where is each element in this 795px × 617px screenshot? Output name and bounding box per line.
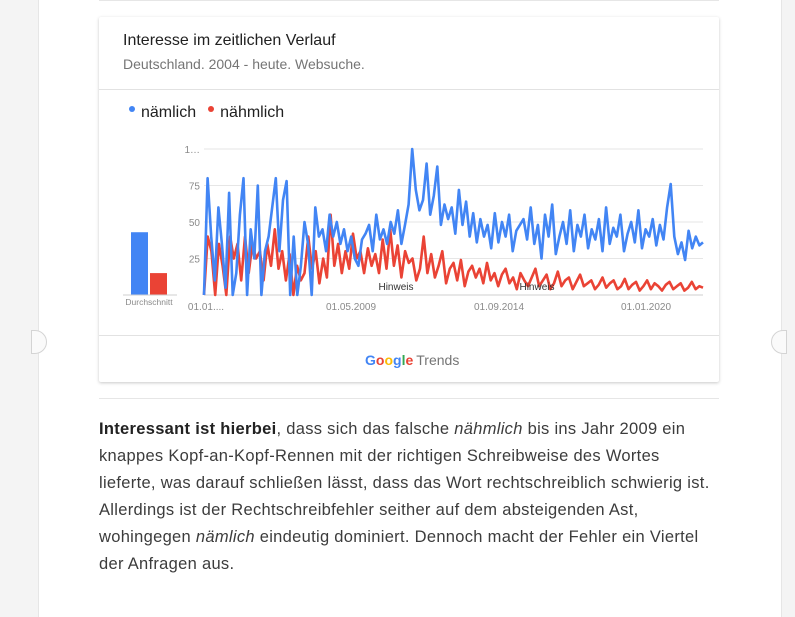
x-tick-label: 01.05.2009 [326,302,376,313]
series-line-1[interactable] [202,213,704,297]
x-tick-labels: 01.01.... 01.05.2009 01.09.2014 01.01.2020 [188,302,672,313]
paragraph-text-3: eindeutig dominiert. Dennoch macht der F… [99,528,699,573]
card-footer: Google Trends [99,335,719,383]
x-tick-label: 01.01.2020 [621,302,671,313]
chart-series [202,147,704,297]
x-tick-label: 01.09.2014 [474,302,524,313]
divider-top [99,0,719,1]
legend-label-naemlich: nämlich [141,104,197,121]
paragraph-italic-2: nämlich [195,528,255,546]
y-tick-label: 25 [189,255,201,266]
average-bar-1[interactable] [150,273,167,295]
chart-legend: nämlich nähmlich [129,104,296,122]
paragraph-italic-1: nähmlich [454,420,523,438]
trends-wordmark: Trends [416,352,460,368]
series-line-0[interactable] [202,147,704,297]
legend-item-naehmlich[interactable]: nähmlich [208,104,284,122]
legend-item-naemlich[interactable]: nämlich [129,104,196,122]
paragraph-text-2: bis ins Jahr 2009 ein knappes Kopf-an-Ko… [99,420,710,546]
google-trends-logo[interactable]: Google Trends [365,352,459,368]
legend-dot-naehmlich [208,106,215,112]
legend-label-naehmlich: nähmlich [220,104,285,121]
annotation-label[interactable]: Hinweis [519,282,554,293]
y-tick-label: 75 [189,182,201,193]
article-paragraph: Interessant ist hierbei, dass sich das f… [99,416,719,578]
annotation-label[interactable]: Hinweis [378,282,413,293]
next-arrow[interactable] [771,330,787,354]
x-tick-label: 01.01.... [188,302,224,313]
divider-middle [99,398,719,399]
paragraph-text-1: , dass sich das falsche [276,420,455,438]
card-title: Interesse im zeitlichen Verlauf [123,32,336,49]
trend-chart[interactable]: Durchschnitt 1… 75 50 25 Hinweis Hinweis 01.… [99,137,719,337]
average-label: Durchschnitt [125,297,173,307]
card-header: Interesse im zeitlichen Verlauf Deutschl… [99,17,719,90]
prev-arrow[interactable] [31,330,47,354]
legend-dot-naemlich [129,106,135,112]
average-bar-0[interactable] [131,232,148,295]
average-bars: Durchschnitt [123,232,177,307]
chart-annotations: Hinweis Hinweis [378,282,554,293]
paragraph-bold-lead: Interessant ist hierbei [99,420,277,438]
y-tick-label: 1… [184,145,200,156]
y-tick-labels: 1… 75 50 25 [184,145,200,266]
card-subtitle: Deutschland. 2004 - heute. Websuche. [123,56,365,72]
trends-card: Interesse im zeitlichen Verlauf Deutschl… [99,17,719,382]
google-wordmark: Google [365,352,414,368]
y-tick-label: 50 [189,218,201,229]
